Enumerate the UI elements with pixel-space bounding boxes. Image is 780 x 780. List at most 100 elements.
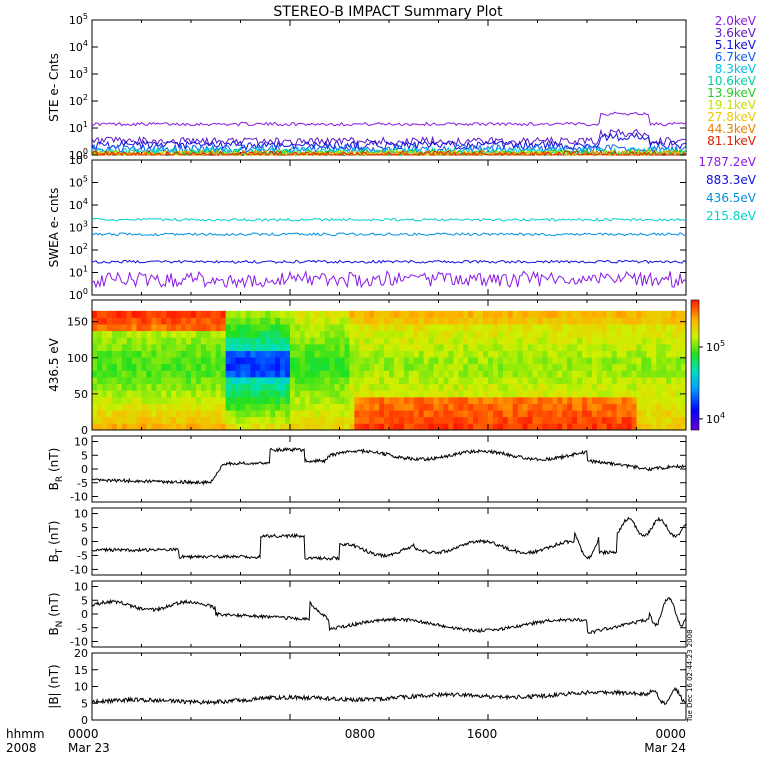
spectrogram-cell xyxy=(676,396,682,404)
spectrogram-cell xyxy=(230,410,236,418)
spectrogram-cell xyxy=(542,377,548,385)
spectrogram-cell xyxy=(359,403,365,411)
spectrogram-cell xyxy=(106,310,113,318)
spectrogram-cell xyxy=(275,396,281,404)
spectrogram-cell xyxy=(280,310,286,318)
spectrogram-cell xyxy=(230,330,236,338)
spectrogram-cell xyxy=(245,410,251,418)
pad-panel-y-tick-label: 150 xyxy=(67,316,88,329)
spectrogram-cell xyxy=(309,377,316,385)
x-tick-0: 0000 xyxy=(68,727,99,741)
spectrogram-cell xyxy=(304,310,311,318)
spectrogram-cell xyxy=(205,410,212,418)
spectrogram-cell xyxy=(458,370,464,378)
spectrogram-cell xyxy=(344,363,350,371)
spectrogram-cell xyxy=(532,423,538,431)
spectrogram-cell xyxy=(676,343,682,351)
spectrogram-cell xyxy=(681,383,687,391)
spectrogram-cell xyxy=(621,330,627,338)
spectrogram-cell xyxy=(676,317,682,325)
x-date-end: Mar 24 xyxy=(644,741,686,755)
spectrogram-cell xyxy=(250,410,256,418)
spectrogram-cell xyxy=(374,350,380,358)
spectrogram-cell xyxy=(567,403,573,411)
spectrogram-cell xyxy=(577,343,583,351)
spectrogram-cell xyxy=(290,396,296,404)
spectrogram-cell xyxy=(285,324,291,332)
spectrogram-cell xyxy=(309,357,316,365)
spectrogram-cell xyxy=(512,310,519,318)
spectrogram-cell xyxy=(478,410,484,418)
spectrogram-cell xyxy=(126,350,132,358)
spectrogram-cell xyxy=(339,383,345,391)
ste-panel-y-tick-label: 105 xyxy=(69,12,88,27)
spectrogram-cell xyxy=(631,390,637,398)
spectrogram-cell xyxy=(577,403,583,411)
spectrogram-cell xyxy=(364,370,370,378)
spectrogram-cell xyxy=(522,310,528,318)
spectrogram-cell xyxy=(666,337,672,345)
spectrogram-cell xyxy=(488,337,494,345)
swea-legend-entry: 883.3eV xyxy=(706,173,757,187)
spectrogram-cell xyxy=(200,423,207,431)
spectrogram-cell xyxy=(364,337,370,345)
spectrogram-cell xyxy=(478,330,484,338)
spectrogram-cell xyxy=(111,330,118,338)
spectrogram-cell xyxy=(626,390,632,398)
spectrogram-cell xyxy=(621,396,627,404)
spectrogram-cell xyxy=(428,337,434,345)
spectrogram-cell xyxy=(359,330,365,338)
spectrogram-cell xyxy=(483,343,489,351)
spectrogram-cell xyxy=(215,410,222,418)
spectrogram-cell xyxy=(582,377,588,385)
spectrogram-cell xyxy=(641,337,647,345)
spectrogram-cell xyxy=(393,383,400,391)
spectrogram-cell xyxy=(587,343,593,351)
spectrogram-cell xyxy=(166,410,172,418)
spectrogram-cell xyxy=(527,343,533,351)
spectrogram-cell xyxy=(181,310,187,318)
spectrogram-cell xyxy=(205,310,212,318)
spectrogram-cell xyxy=(230,337,236,345)
spectrogram-cell xyxy=(126,317,132,325)
spectrogram-cell xyxy=(146,410,152,418)
spectrogram-cell xyxy=(215,377,222,385)
spectrogram-cell xyxy=(502,343,509,351)
spectrogram-cell xyxy=(512,330,519,338)
spectrogram-cell xyxy=(532,343,538,351)
spectrogram-cell xyxy=(146,370,152,378)
spectrogram-cell xyxy=(245,330,251,338)
spectrogram-cell xyxy=(646,310,652,318)
spectrogram-cell xyxy=(621,343,627,351)
spectrogram-cell xyxy=(621,370,627,378)
spectrogram-cell xyxy=(92,343,98,351)
spectrogram-cell xyxy=(671,343,677,351)
spectrogram-cell xyxy=(151,377,157,385)
spectrogram-cell xyxy=(354,317,360,325)
spectrogram-cell xyxy=(225,390,231,398)
spectrogram-cell xyxy=(681,357,687,365)
spectrogram-cell xyxy=(408,330,415,338)
spectrogram-cell xyxy=(557,357,563,365)
spectrogram-cell xyxy=(562,403,568,411)
spectrogram-cell xyxy=(502,390,509,398)
spectrogram-cell xyxy=(275,350,281,358)
spectrogram-cell xyxy=(205,324,212,332)
spectrogram-cell xyxy=(280,370,286,378)
spectrogram-cell xyxy=(369,337,375,345)
spectrogram-cell xyxy=(176,350,182,358)
spectrogram-cell xyxy=(567,324,573,332)
spectrogram-cell xyxy=(596,330,603,338)
spectrogram-cell xyxy=(265,410,271,418)
spectrogram-cell xyxy=(205,370,212,378)
br-panel-trace xyxy=(91,446,687,486)
spectrogram-cell xyxy=(299,377,306,385)
spectrogram-cell xyxy=(329,330,335,338)
spectrogram-cell xyxy=(195,330,202,338)
spectrogram-cell xyxy=(488,383,494,391)
spectrogram-cell xyxy=(329,350,335,358)
spectrogram-cell xyxy=(280,317,286,325)
spectrogram-cell xyxy=(136,390,142,398)
spectrogram-cell xyxy=(111,416,118,424)
spectrogram-cell xyxy=(512,410,519,418)
